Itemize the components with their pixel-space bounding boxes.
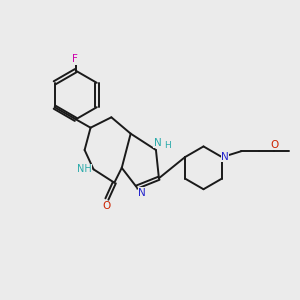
Text: N: N: [154, 138, 161, 148]
Text: NH: NH: [76, 164, 92, 174]
Text: N: N: [138, 188, 146, 197]
Text: N: N: [221, 152, 229, 161]
Text: O: O: [102, 202, 110, 212]
Text: O: O: [270, 140, 278, 150]
Text: F: F: [72, 54, 78, 64]
Text: H: H: [164, 141, 171, 150]
